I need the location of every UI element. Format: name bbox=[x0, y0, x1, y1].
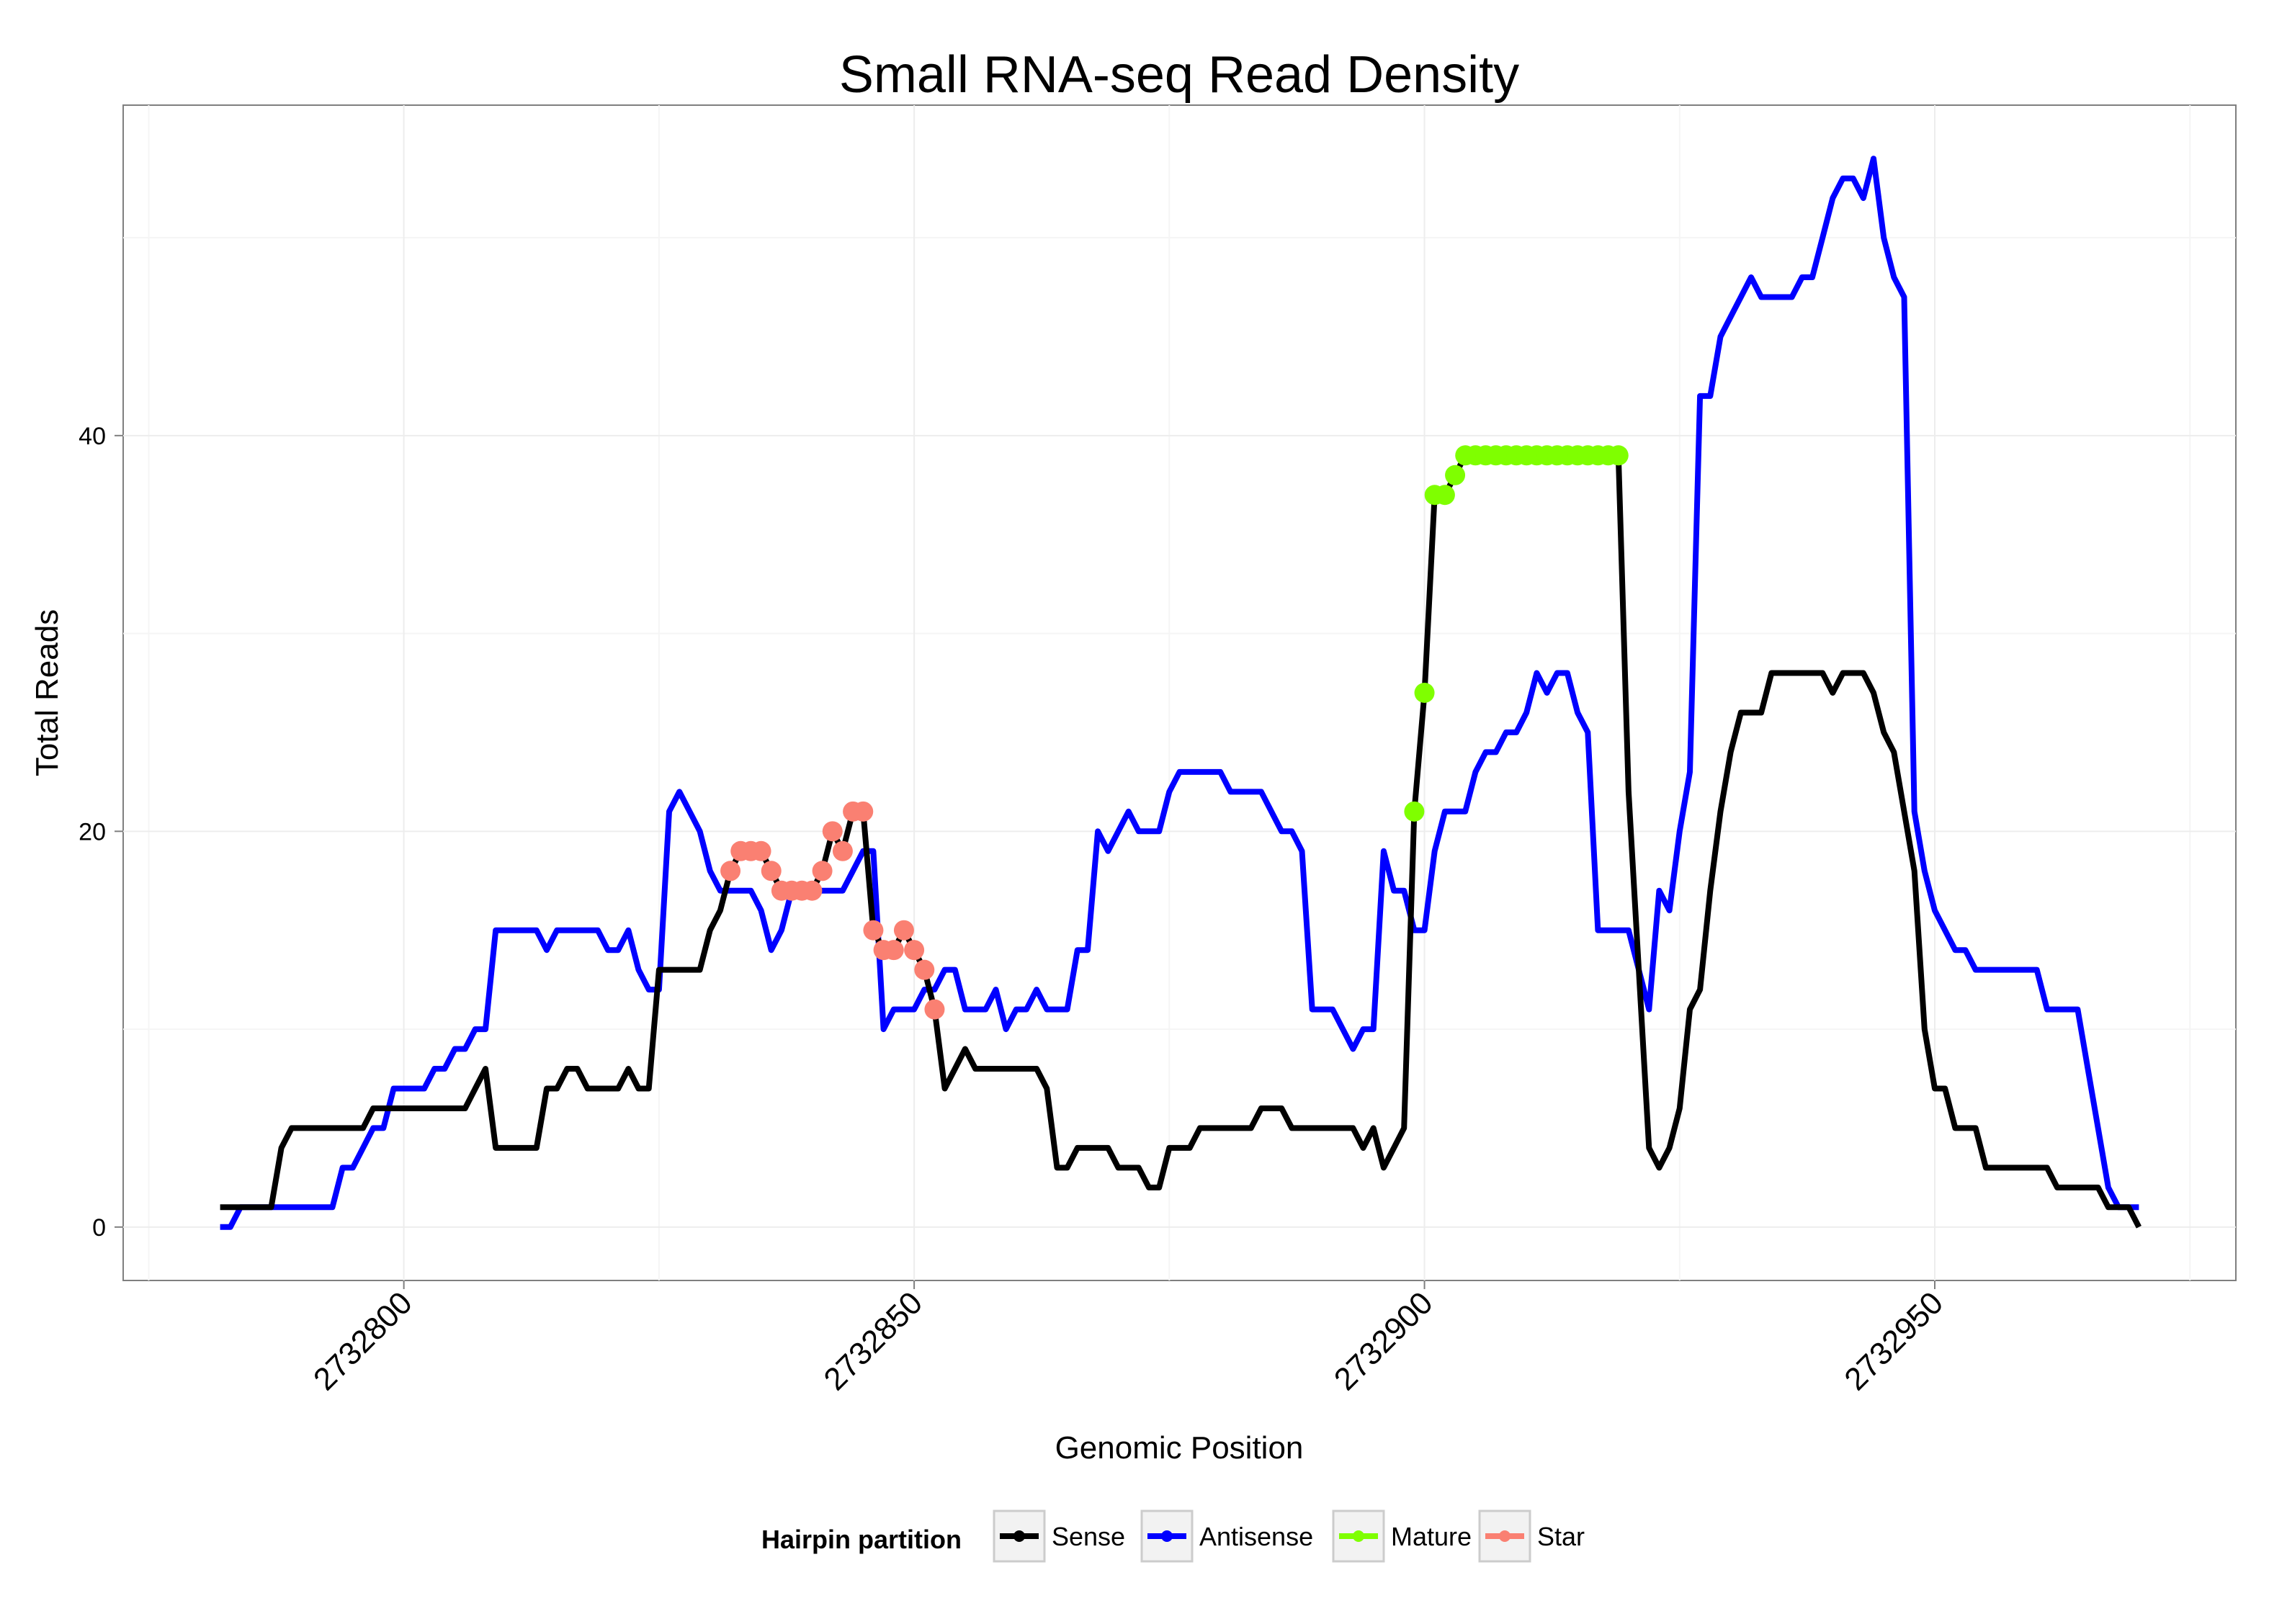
data-point-star bbox=[751, 840, 771, 861]
legend-label: Mature bbox=[1391, 1522, 1472, 1551]
data-point-star bbox=[904, 940, 925, 961]
series-layer bbox=[220, 156, 2142, 1230]
data-point-mature bbox=[1445, 465, 1466, 485]
legend-label: Sense bbox=[1052, 1522, 1125, 1551]
legend-item-mature: Mature bbox=[1332, 1509, 1472, 1563]
chart-title: Small RNA-seq Read Density bbox=[839, 46, 1519, 104]
legend: Hairpin partition Sense Antisense Mature St… bbox=[761, 1509, 1585, 1563]
data-point-star bbox=[832, 840, 853, 861]
y-tick-label: 0 bbox=[92, 1214, 106, 1242]
legend-label: Antisense bbox=[1199, 1522, 1313, 1551]
y-axis-title: Total Reads bbox=[30, 609, 65, 776]
legend-item-antisense: Antisense bbox=[1140, 1509, 1313, 1563]
legend-key-point bbox=[1353, 1530, 1364, 1542]
x-tick-label: 2732850 bbox=[817, 1285, 929, 1397]
data-point-mature bbox=[1404, 801, 1425, 822]
data-point-star bbox=[924, 999, 945, 1020]
legend-item-star: Star bbox=[1478, 1509, 1585, 1563]
legend-key-point bbox=[1013, 1530, 1025, 1542]
y-tick-label: 20 bbox=[79, 818, 106, 845]
data-point-star bbox=[853, 801, 874, 822]
plot-panel bbox=[122, 104, 2237, 1281]
legend-key-point bbox=[1499, 1530, 1511, 1542]
y-tick-label: 40 bbox=[79, 423, 106, 450]
data-point-star bbox=[812, 861, 833, 881]
data-point-star bbox=[761, 861, 782, 881]
series-line-sense bbox=[220, 452, 2142, 1229]
x-tick-label: 2732800 bbox=[307, 1285, 419, 1397]
data-point-star bbox=[893, 920, 914, 941]
legend-item-sense: Sense bbox=[993, 1509, 1125, 1563]
x-tick-label: 2732950 bbox=[1838, 1285, 1950, 1397]
data-point-star bbox=[720, 861, 741, 881]
data-point-star bbox=[802, 880, 823, 901]
data-point-star bbox=[914, 959, 935, 980]
legend-key-point bbox=[1161, 1530, 1173, 1542]
data-point-mature bbox=[1414, 683, 1435, 703]
legend-title: Hairpin partition bbox=[761, 1525, 962, 1554]
data-point-mature bbox=[1608, 445, 1629, 466]
legend-label: Star bbox=[1537, 1522, 1585, 1551]
x-axis-title: Genomic Position bbox=[1055, 1430, 1304, 1466]
data-point-mature bbox=[1434, 485, 1455, 506]
series-line-antisense bbox=[220, 156, 2139, 1230]
data-point-star bbox=[863, 920, 884, 941]
x-tick-label: 2732900 bbox=[1328, 1285, 1440, 1397]
data-point-star bbox=[883, 940, 904, 961]
data-point-star bbox=[822, 821, 843, 842]
